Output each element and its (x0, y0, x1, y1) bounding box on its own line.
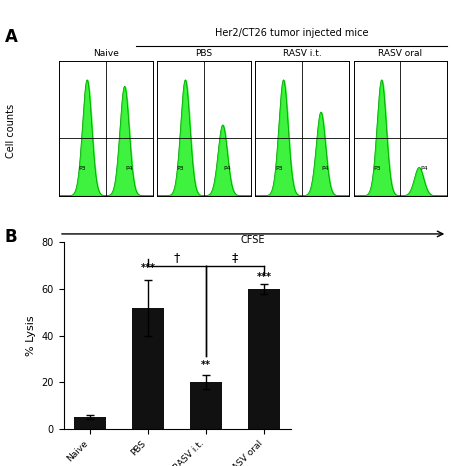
Text: P4: P4 (224, 166, 231, 171)
Text: P3: P3 (275, 166, 282, 171)
Text: ***: *** (140, 263, 155, 273)
Text: **: ** (201, 361, 211, 370)
Y-axis label: % Lysis: % Lysis (26, 315, 36, 356)
Bar (74, 417, 106, 429)
Text: RASV i.t.: RASV i.t. (283, 49, 321, 58)
Text: ‡: ‡ (232, 252, 238, 264)
Text: Cell counts: Cell counts (6, 103, 16, 158)
Text: CFSE: CFSE (241, 235, 265, 245)
Text: P4: P4 (322, 166, 330, 171)
Text: P4: P4 (420, 166, 428, 171)
Text: †: † (174, 252, 180, 264)
Text: Naive: Naive (93, 49, 119, 58)
Bar (190, 382, 222, 429)
Bar (132, 308, 164, 429)
Text: PBS: PBS (196, 49, 212, 58)
Text: P3: P3 (177, 166, 184, 171)
Text: Her2/CT26 tumor injected mice: Her2/CT26 tumor injected mice (215, 28, 369, 38)
Text: RASV oral: RASV oral (378, 49, 422, 58)
Text: P4: P4 (125, 166, 133, 171)
Text: P3: P3 (79, 166, 86, 171)
Text: P3: P3 (373, 166, 381, 171)
Bar (248, 289, 280, 429)
Text: ***: *** (257, 272, 272, 282)
Text: A: A (5, 28, 17, 46)
Text: B: B (5, 228, 17, 247)
